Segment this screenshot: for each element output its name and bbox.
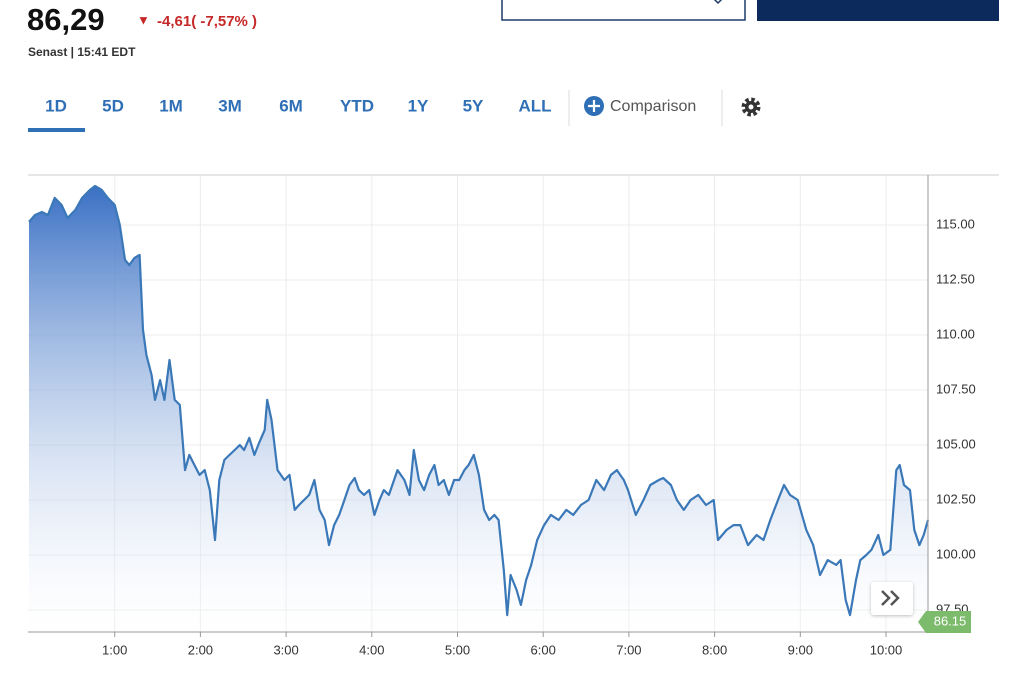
price-change: -4,61( -7,57% )	[157, 13, 257, 30]
search-box[interactable]	[501, 0, 746, 21]
x-tick-label: 10:00	[870, 642, 903, 657]
gear-teeth	[741, 97, 761, 117]
x-tick-label: 7:00	[616, 642, 641, 657]
x-tick-label: 1:00	[102, 642, 127, 657]
range-tab[interactable]: YTD	[340, 96, 374, 115]
range-tab[interactable]: 1Y	[408, 96, 429, 115]
x-tick-label: 8:00	[702, 642, 727, 657]
y-tick-label: 110.00	[936, 326, 975, 341]
tag-label: 86.15	[934, 613, 967, 628]
y-tick-label: 107.50	[936, 381, 976, 396]
y-tick-label: 115.00	[936, 216, 975, 231]
range-tab[interactable]: ALL	[518, 96, 551, 115]
active-tab-indicator	[28, 128, 85, 132]
range-tab[interactable]: 3M	[218, 96, 242, 115]
last-price-tag: 86.15	[918, 611, 971, 633]
range-tabs: 1D 5D 1M 3M 6M YTD 1Y 5Y ALL	[45, 96, 551, 115]
range-tab[interactable]: 1D	[45, 96, 67, 115]
chevrons	[881, 590, 900, 606]
range-tab[interactable]: 5Y	[463, 96, 484, 115]
plus-icon	[588, 100, 600, 112]
dropdown-caret	[713, 0, 723, 5]
tag-bg	[918, 611, 971, 633]
y-tick-label: 102.50	[936, 491, 976, 506]
chart: 97.50100.00102.50105.00107.50110.00112.5…	[28, 174, 999, 657]
x-tick-label: 3:00	[273, 642, 298, 657]
y-tick-label: 100.00	[936, 546, 976, 561]
change-arrow: ▼	[137, 12, 150, 27]
button-bg[interactable]	[871, 582, 913, 615]
timestamp: Senast | 15:41 EDT	[28, 45, 136, 59]
range-tab[interactable]: 6M	[279, 96, 303, 115]
scroll-right-button[interactable]	[871, 582, 913, 615]
gear-hole	[748, 104, 754, 110]
action-button[interactable]	[757, 0, 999, 21]
range-tab[interactable]: 1M	[159, 96, 183, 115]
x-tick-label: 4:00	[359, 642, 384, 657]
price-line	[28, 184, 930, 617]
comparison-label[interactable]: Comparison	[610, 98, 696, 115]
x-tick-label: 5:00	[445, 642, 470, 657]
comparison-button[interactable]: Comparison	[584, 96, 696, 116]
x-tick-label: 9:00	[788, 642, 813, 657]
y-tick-label: 112.50	[936, 271, 975, 286]
x-tick-label: 2:00	[188, 642, 213, 657]
price: 86,29	[27, 2, 105, 37]
x-tick-label: 6:00	[531, 642, 556, 657]
y-tick-label: 105.00	[936, 436, 976, 451]
settings-icon[interactable]	[741, 97, 761, 117]
price-area	[29, 186, 928, 632]
range-tab[interactable]: 5D	[102, 96, 124, 115]
